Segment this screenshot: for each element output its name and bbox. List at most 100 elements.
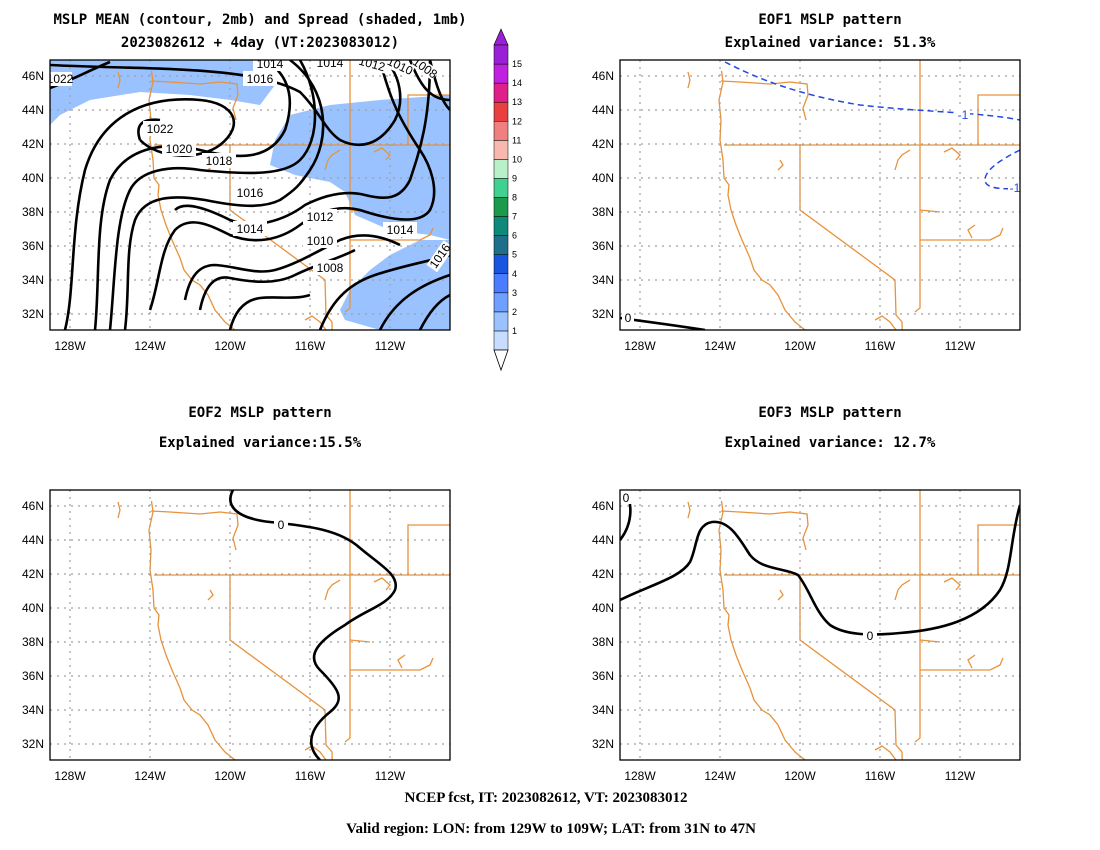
lat-tick-label: 34N [22,273,44,287]
eof1-zero-label: 0 [625,311,632,325]
colorbar-cell [493,121,509,141]
colorbar-cell [493,178,509,198]
colorbar-cell [493,311,509,332]
lat-tick-label: 38N [22,635,44,649]
colorbar-level-label: 5 [512,250,517,260]
eof2-title-line1: EOF2 MSLP pattern [188,405,331,421]
colorbar-cell [493,63,509,84]
eof2-panel: EOF2 MSLP pattern Explained variance:15.… [22,405,451,783]
contour-label: 1014 [387,223,414,237]
colorbar-level-label: 14 [512,78,522,88]
colorbar-cell [493,82,509,103]
eof1-lon-ticks: 128W 124W 120W 116W 112W [624,339,976,353]
lon-tick-label: 124W [134,339,166,353]
contour-label: 1012 [357,54,387,75]
lon-tick-label: 120W [214,339,246,353]
eof2-title-line2: Explained variance:15.5% [159,435,362,451]
contour-label: 1010 [307,234,334,248]
colorbar-level-label: 2 [512,307,517,317]
colorbar-cell [493,235,509,255]
colorbar-level-label: 4 [512,269,517,279]
eof3-panel: EOF3 MSLP pattern Explained variance: 12… [592,405,1021,783]
colorbar-level-label: 9 [512,173,517,183]
lat-tick-label: 40N [592,601,614,615]
eof3-zero-label: 0 [867,629,874,643]
colorbar-cell [493,273,509,294]
colorbar-cell [493,159,509,179]
lon-tick-label: 120W [214,769,246,783]
mean-title-line2: 2023082612 + 4day (VT:2023083012) [121,35,399,51]
lat-tick-label: 40N [592,171,614,185]
contour-label: 1014 [237,222,264,236]
lat-tick-label: 42N [22,567,44,581]
lat-tick-label: 40N [22,601,44,615]
eof2-lat-ticks: 46N 44N 42N 40N 38N 36N 34N 32N [22,499,44,751]
colorbar-cell [493,292,509,313]
mean-contour-labels: 1022 1022 1020 1018 1016 1016 1014 1014 … [47,54,450,275]
colorbar-level-label: 1 [512,326,517,336]
lat-tick-label: 38N [592,205,614,219]
lon-tick-label: 112W [945,769,976,783]
lat-tick-label: 46N [592,499,614,513]
colorbar-level-label: 3 [512,288,517,298]
colorbar-level-label: 11 [512,135,521,145]
eof2-zero-contour [229,490,398,760]
lat-tick-label: 32N [22,737,44,751]
eof1-negative-contour [984,149,1020,190]
colorbar-cell [493,140,509,160]
colorbar-top-arrow [493,28,509,46]
eof1-neg-label: -1 [958,108,969,122]
lat-tick-label: 38N [22,205,44,219]
lat-tick-label: 32N [22,307,44,321]
lon-tick-label: 112W [375,769,406,783]
eof3-lon-ticks: 128W 124W 120W 116W 112W [624,769,976,783]
contour-label: 1016 [237,186,264,200]
footer-forecast-info: NCEP fcst, IT: 2023082612, VT: 202308301… [405,790,688,806]
lon-tick-label: 112W [375,339,406,353]
mean-lon-ticks: 128W 124W 120W 116W 112W [54,339,406,353]
eof3-title-line2: Explained variance: 12.7% [725,435,936,451]
colorbar-cell [493,44,509,65]
contour-label: 1022 [47,72,74,86]
colorbar-level-label: 12 [512,116,522,126]
eof1-map-area: -1 -1 0 [620,60,1021,330]
eof3-map-area: 0 0 [620,490,1020,760]
contour-label: 1014 [317,56,344,70]
colorbar-cell [493,216,509,236]
eof3-lat-ticks: 46N 44N 42N 40N 38N 36N 34N 32N [592,499,614,751]
lat-tick-label: 42N [22,137,44,151]
lat-tick-label: 38N [592,635,614,649]
eof1-neg-label: -1 [1010,181,1021,195]
lat-tick-label: 40N [22,171,44,185]
lon-tick-label: 120W [784,339,816,353]
lat-tick-label: 36N [592,669,614,683]
eof2-zero-label: 0 [278,518,285,532]
lat-tick-label: 42N [592,137,614,151]
footer-valid-region: Valid region: LON: from 129W to 109W; LA… [346,821,756,837]
lat-tick-label: 46N [22,499,44,513]
colorbar-bottom-arrow [493,349,509,372]
lon-tick-label: 120W [784,769,816,783]
lat-tick-label: 36N [592,239,614,253]
mean-title-line1: MSLP MEAN (contour, 2mb) and Spread (sha… [53,12,466,28]
mean-grid [50,60,450,330]
lon-tick-label: 124W [704,769,736,783]
mean-map-area: 1022 1022 1020 1018 1016 1016 1014 1014 … [47,54,450,330]
colorbar-level-label: 8 [512,193,517,203]
eof1-title-line2: Explained variance: 51.3% [725,35,936,51]
lat-tick-label: 36N [22,669,44,683]
eof2-lon-ticks: 128W 124W 120W 116W 112W [54,769,406,783]
colorbar-level-label: 6 [512,231,517,241]
contour-label: 1016 [247,72,274,86]
eof1-frame [619,59,1021,331]
lat-tick-label: 42N [592,567,614,581]
colorbar-cell [493,197,509,217]
lon-tick-label: 128W [54,769,86,783]
lat-tick-label: 36N [22,239,44,253]
eof3-frame [619,489,1021,761]
lon-tick-label: 112W [945,339,976,353]
mean-panel: MSLP MEAN (contour, 2mb) and Spread (sha… [22,12,467,353]
contour-label: 1020 [166,142,193,156]
